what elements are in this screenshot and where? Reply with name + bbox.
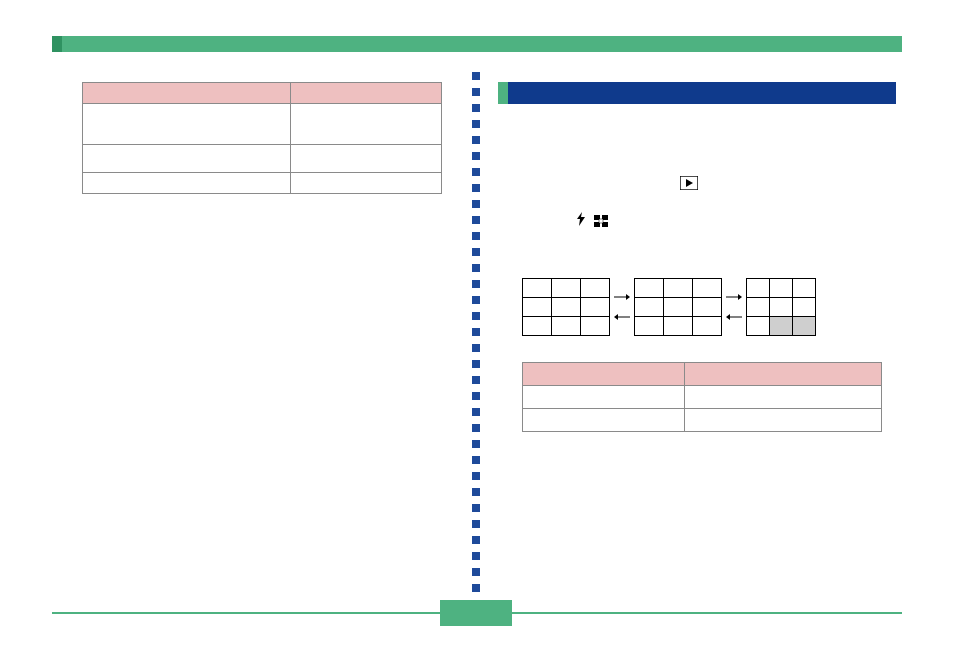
table-header-row (523, 363, 882, 386)
table-row (83, 173, 442, 194)
table-row (83, 145, 442, 173)
flash-icon (576, 212, 586, 229)
left-table-cell (83, 104, 291, 145)
left-table-cell (291, 104, 442, 145)
table-row (523, 386, 882, 409)
arrow-left-icon (612, 312, 632, 322)
arrow-pair-1 (610, 279, 634, 335)
table-row (523, 409, 882, 432)
right-table-col2-header (684, 363, 881, 386)
right-table-col1-header (523, 363, 685, 386)
pattern-icon (594, 214, 608, 232)
arrow-right-icon (612, 292, 632, 302)
right-table-cell (684, 409, 881, 432)
column-divider (472, 72, 480, 602)
arrow-right-icon (724, 292, 744, 302)
left-table-cell (291, 145, 442, 173)
arrow-pair-2 (722, 279, 746, 335)
right-table-cell (523, 409, 685, 432)
right-table-cell (684, 386, 881, 409)
right-section-header-notch (498, 82, 508, 104)
right-table-cell (523, 386, 685, 409)
left-table-col2-header (291, 83, 442, 104)
left-table-cell (83, 145, 291, 173)
table-header-row (83, 83, 442, 104)
top-green-bar (52, 36, 902, 52)
left-table (82, 82, 442, 194)
left-table-cell (291, 173, 442, 194)
right-table (522, 362, 882, 432)
top-bar-notch (52, 36, 62, 52)
play-icon (680, 176, 698, 190)
left-table-cell (83, 173, 291, 194)
grid-thumb-1 (522, 278, 610, 336)
grid-thumb-3 (746, 278, 816, 336)
right-section-header-bar (498, 82, 896, 104)
table-row (83, 104, 442, 145)
grid-thumb-2 (634, 278, 722, 336)
left-table-col1-header (83, 83, 291, 104)
arrow-left-icon (724, 312, 744, 322)
grid-sequence-diagram (522, 278, 816, 336)
page-number-tab (440, 600, 512, 626)
